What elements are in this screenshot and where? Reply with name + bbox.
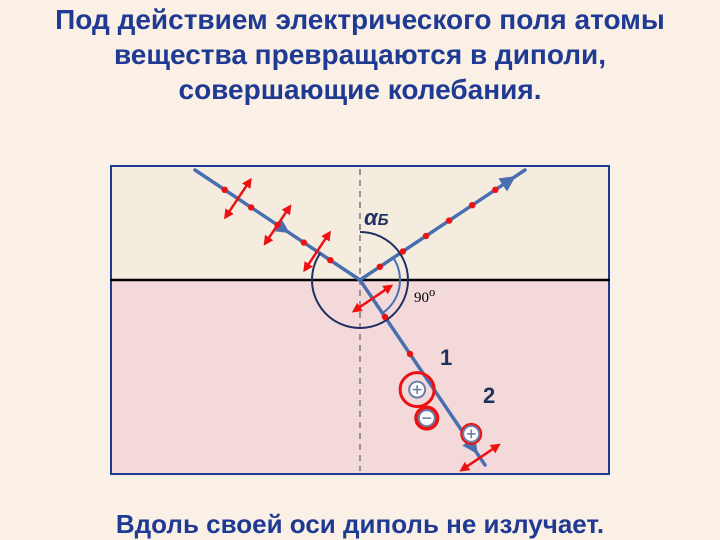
angle-90-label: 90o xyxy=(414,285,435,307)
alpha-label: αБ xyxy=(364,205,389,231)
label-2: 2 xyxy=(483,383,495,409)
page-title: Под действием электрического поля атомы … xyxy=(0,2,720,107)
alpha-letter: α xyxy=(364,205,378,230)
bottom-caption: Вдоль своей оси диполь не излучает. xyxy=(0,508,720,540)
brewster-figure: αБ 90o 1 2 xyxy=(110,165,610,475)
angle-90-value: 90 xyxy=(414,290,429,306)
figure-svg xyxy=(110,165,610,475)
angle-90-sup: o xyxy=(429,285,435,299)
label-1: 1 xyxy=(440,345,452,371)
slide: Под действием электрического поля атомы … xyxy=(0,0,720,540)
alpha-sub: Б xyxy=(378,212,389,229)
